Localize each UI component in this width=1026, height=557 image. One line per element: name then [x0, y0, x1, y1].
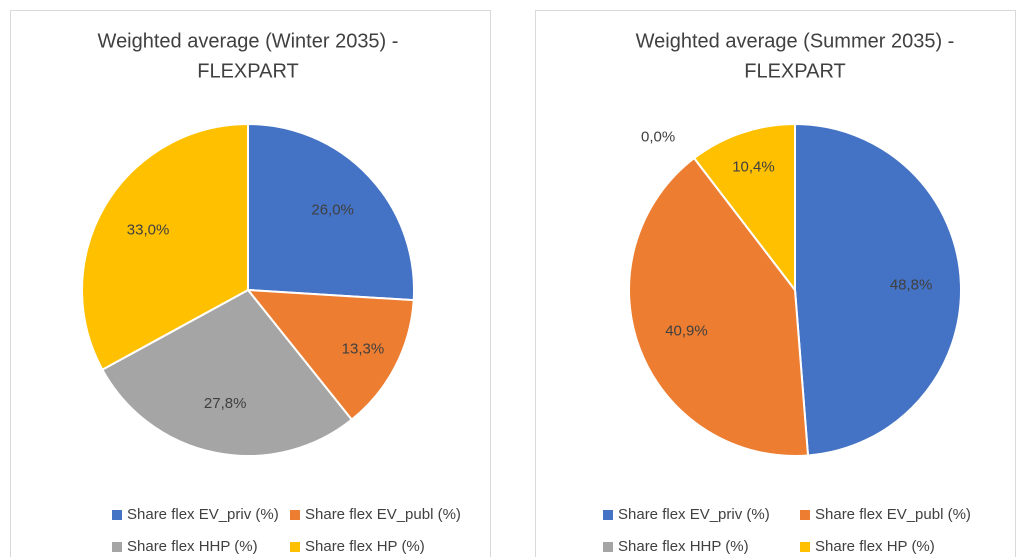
- chart-subtitle: FLEXPART: [197, 60, 299, 82]
- legend-label: Share flex HHP (%): [618, 538, 749, 555]
- pie-slice: [81, 122, 249, 372]
- chart-title: Weighted average (Winter 2035) -: [98, 30, 399, 52]
- data-label: 33,0%: [127, 222, 170, 239]
- pie-slice: [101, 288, 354, 457]
- legend-label: Share flex EV_priv (%): [127, 506, 279, 523]
- pie-slice: [628, 156, 810, 457]
- legend-label: Share flex EV_publ (%): [305, 506, 461, 523]
- data-label: 13,3%: [342, 341, 385, 358]
- legend-swatch: [603, 542, 613, 552]
- pie-slice: [692, 122, 796, 293]
- chart-frame: [535, 10, 1016, 557]
- legend-swatch: [800, 542, 810, 552]
- legend-label: Share flex HP (%): [305, 538, 425, 555]
- legend-label: Share flex HP (%): [815, 538, 935, 555]
- legend-label: Share flex EV_priv (%): [618, 506, 770, 523]
- pie-slice: [794, 122, 962, 457]
- legend-swatch: [112, 542, 122, 552]
- chart-title: Weighted average (Summer 2035) -: [636, 30, 955, 52]
- data-label: 26,0%: [311, 201, 354, 218]
- data-label: 48,8%: [890, 276, 933, 293]
- legend-label: Share flex EV_publ (%): [815, 506, 971, 523]
- pie-slice: [247, 122, 415, 302]
- chart-subtitle: FLEXPART: [744, 60, 846, 82]
- legend-label: Share flex HHP (%): [127, 538, 258, 555]
- legend-swatch: [290, 510, 300, 520]
- legend-swatch: [112, 510, 122, 520]
- chart-frame: [10, 10, 491, 557]
- data-label: 27,8%: [204, 395, 247, 412]
- data-label: 0,0%: [641, 129, 675, 146]
- legend-swatch: [603, 510, 613, 520]
- legend-swatch: [290, 542, 300, 552]
- data-label: 40,9%: [665, 323, 708, 340]
- data-label: 10,4%: [732, 158, 775, 175]
- legend-swatch: [800, 510, 810, 520]
- pie-slice: [245, 288, 415, 422]
